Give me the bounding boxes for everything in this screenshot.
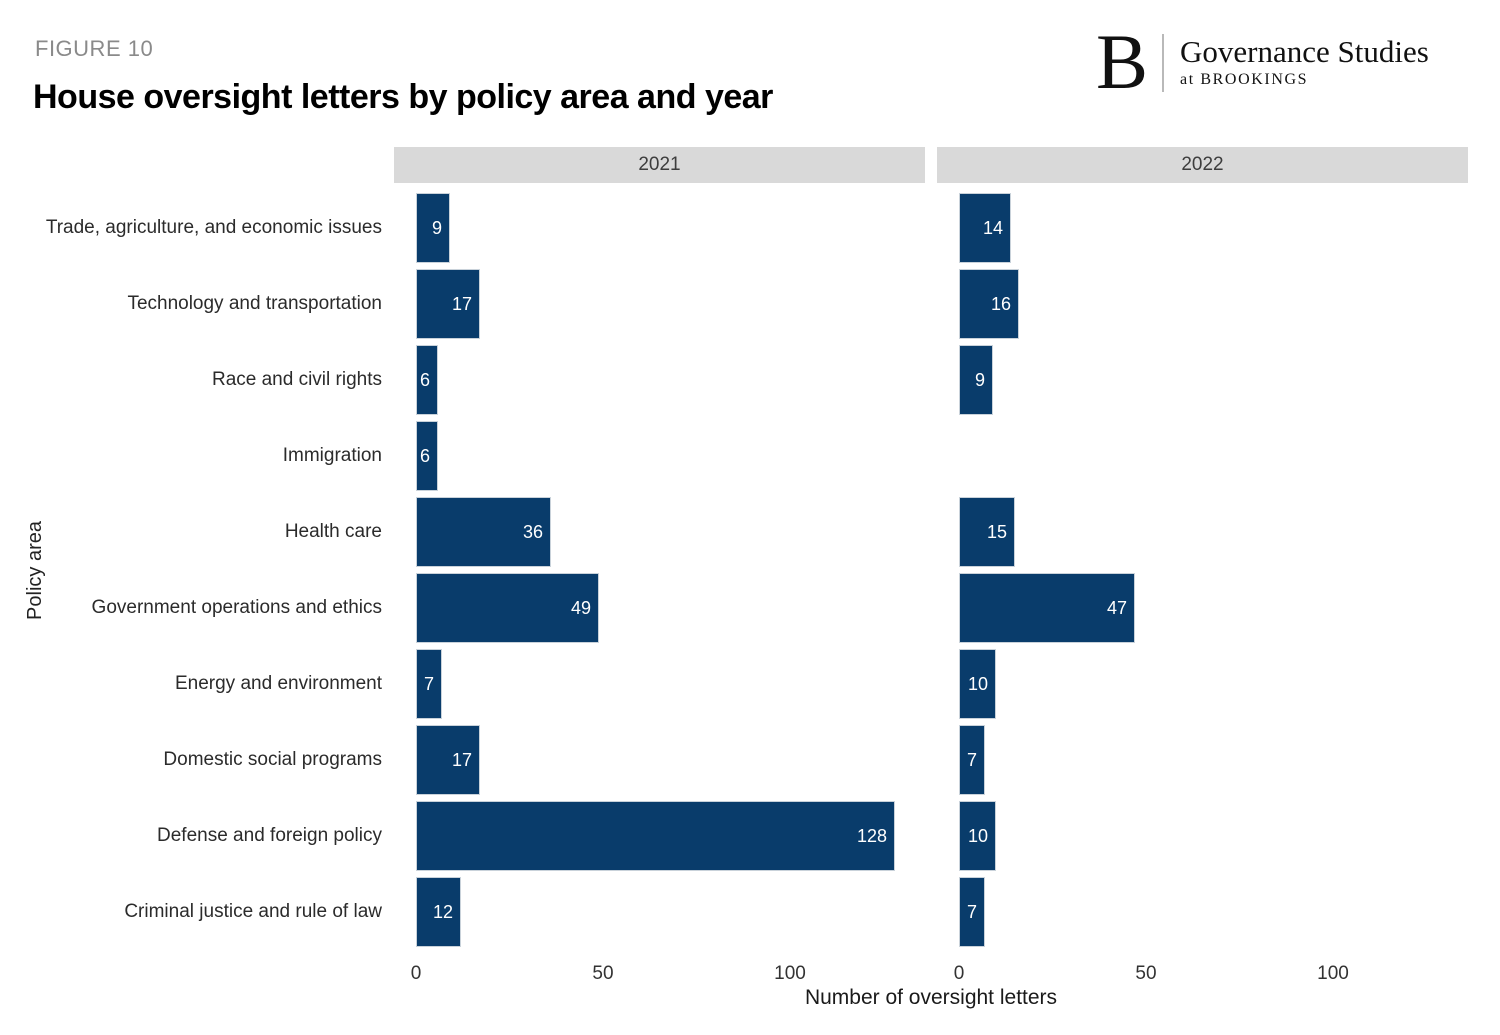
bar-value-label: 6	[419, 445, 430, 466]
bar-value-label: 10	[967, 673, 988, 694]
facet-panel-2022: 2022 14 16 9 15 47 10 7 10 7 0 50 100	[937, 147, 1468, 1007]
facet-strip-2021: 2021	[394, 147, 925, 183]
bar-value-label: 9	[431, 217, 442, 238]
bar-2021-defense-and-foreign-policy: 128	[416, 801, 895, 871]
bar-2022-race-and-civil-rights: 9	[959, 345, 993, 415]
plot-area-2021: 9 17 6 6 36 49 7 17 128 12	[394, 193, 925, 953]
bar-value-label: 10	[967, 825, 988, 846]
x-tick-label-2022-100: 100	[1317, 963, 1349, 984]
x-tick-label-2021-50: 50	[592, 963, 614, 984]
brookings-logo: B Governance Studies at BROOKINGS	[1096, 18, 1429, 105]
category-label-technology-and-transportation: Technology and transportation	[127, 293, 382, 314]
bar-value-label: 16	[990, 293, 1011, 314]
bar-value-label: 6	[419, 369, 430, 390]
x-tick-label-2021-0: 0	[410, 963, 422, 984]
x-axis-title: Number of oversight letters	[804, 986, 1058, 1009]
bar-value-label: 7	[966, 901, 977, 922]
bar-2021-energy-and-environment: 7	[416, 649, 442, 719]
category-label-criminal-justice-and-rule-of-law: Criminal justice and rule of law	[124, 901, 382, 922]
category-label-trade-agriculture-and-economic-issues: Trade, agriculture, and economic issues	[45, 217, 382, 238]
bar-value-label: 17	[451, 749, 472, 770]
bar-2021-technology-and-transportation: 17	[416, 269, 480, 339]
bar-2021-criminal-justice-and-rule-of-law: 12	[416, 877, 461, 947]
bar-value-label: 36	[522, 521, 543, 542]
category-label-energy-and-environment: Energy and environment	[174, 673, 382, 694]
bar-value-label: 128	[856, 825, 887, 846]
logo-text: Governance Studies at BROOKINGS	[1180, 32, 1429, 89]
bar-2022-government-operations-and-ethics: 47	[959, 573, 1135, 643]
bar-value-label: 15	[986, 521, 1007, 542]
category-label-health-care: Health care	[284, 521, 382, 542]
bar-value-label: 7	[966, 749, 977, 770]
bar-value-label: 12	[432, 901, 453, 922]
category-label-defense-and-foreign-policy: Defense and foreign policy	[157, 825, 382, 846]
bar-2021-race-and-civil-rights: 6	[416, 345, 438, 415]
bar-2022-health-care: 15	[959, 497, 1015, 567]
category-label-government-operations-and-ethics: Government operations and ethics	[91, 597, 382, 618]
bar-2022-criminal-justice-and-rule-of-law: 7	[959, 877, 985, 947]
bar-value-label: 14	[982, 217, 1003, 238]
bar-value-label: 9	[974, 369, 985, 390]
x-tick-label-2022-50: 50	[1135, 963, 1157, 984]
plot-area-2022: 14 16 9 15 47 10 7 10 7	[937, 193, 1468, 953]
bar-2021-government-operations-and-ethics: 49	[416, 573, 599, 643]
bar-2022-energy-and-environment: 10	[959, 649, 996, 719]
x-tick-label-2022-0: 0	[953, 963, 965, 984]
bar-value-label: 49	[570, 597, 591, 618]
bar-2021-health-care: 36	[416, 497, 551, 567]
category-label-immigration: Immigration	[282, 445, 382, 466]
facet-strip-2022: 2022	[937, 147, 1468, 183]
facet-panel-2021: 2021 9 17 6 6 36 49 7 17 128 12 0 50 100	[394, 147, 925, 1007]
x-tick-label-2021-100: 100	[774, 963, 806, 984]
bar-2022-domestic-social-programs: 7	[959, 725, 985, 795]
logo-org-name: Governance Studies	[1180, 34, 1429, 69]
bar-value-label: 47	[1106, 597, 1127, 618]
bar-2022-technology-and-transportation: 16	[959, 269, 1019, 339]
bar-2021-immigration: 6	[416, 421, 438, 491]
logo-divider	[1162, 34, 1165, 92]
bar-value-label: 17	[451, 293, 472, 314]
bar-2021-trade-agriculture-and-economic-issues: 9	[416, 193, 450, 263]
category-label-domestic-social-programs: Domestic social programs	[163, 749, 382, 770]
logo-org-subtitle: at BROOKINGS	[1180, 71, 1309, 88]
bar-2022-trade-agriculture-and-economic-issues: 14	[959, 193, 1011, 263]
bar-value-label: 7	[423, 673, 434, 694]
bar-2021-domestic-social-programs: 17	[416, 725, 480, 795]
category-label-race-and-civil-rights: Race and civil rights	[211, 369, 382, 390]
figure-number-label: FIGURE 10	[35, 36, 154, 61]
brookings-b-logo-icon: B	[1096, 18, 1149, 105]
page-title: House oversight letters by policy area a…	[33, 78, 773, 116]
bar-2022-defense-and-foreign-policy: 10	[959, 801, 996, 871]
